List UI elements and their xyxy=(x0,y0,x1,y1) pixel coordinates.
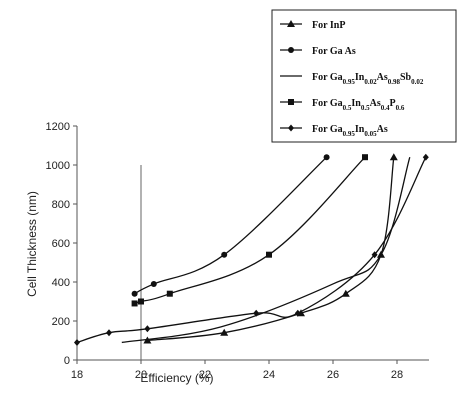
legend-label: For Ga As xyxy=(312,46,356,57)
x-tick-label: 22 xyxy=(199,369,211,381)
legend-label: For InP xyxy=(312,20,345,31)
series-line xyxy=(121,157,411,344)
legend-box xyxy=(271,9,457,143)
series-1 xyxy=(143,153,398,344)
y-tick-label: 200 xyxy=(52,316,70,328)
series-5 xyxy=(74,153,429,346)
data-point-circle xyxy=(131,290,138,297)
y-tick-label: 400 xyxy=(52,277,70,289)
y-tick-label: 1000 xyxy=(46,160,70,172)
x-axis-title: Efficiency (%) xyxy=(140,371,213,385)
data-point-square xyxy=(166,290,173,297)
series-4 xyxy=(131,154,368,307)
data-point-circle xyxy=(221,251,228,258)
x-tick-label: 24 xyxy=(263,369,275,381)
x-tick-label: 28 xyxy=(391,369,403,381)
y-axis-title: Cell Thickness (nm) xyxy=(25,191,39,297)
data-point-circle xyxy=(150,280,157,287)
series-2 xyxy=(131,154,330,297)
data-point-square xyxy=(131,300,138,307)
data-point-diamond xyxy=(253,309,260,317)
x-tick-label: 26 xyxy=(327,369,339,381)
data-point-diamond xyxy=(106,329,112,337)
data-point-diamond xyxy=(294,309,301,317)
x-tick-label: 20 xyxy=(135,369,147,381)
data-point-square xyxy=(266,251,272,258)
legend: For InP For Ga As For Ga0.95In0.02As0.98Sb… xyxy=(271,9,457,143)
axes: 0 200 400 600 800 1000 1200 18 20 22 24 26 28 xyxy=(46,121,429,381)
series-line xyxy=(147,157,395,342)
legend-swatch-marker xyxy=(288,47,294,53)
data-point-diamond xyxy=(371,251,378,259)
data-point-triangle xyxy=(389,153,398,161)
y-tick-label: 0 xyxy=(64,355,70,367)
legend-label: For Ga0.95In0.05As xyxy=(312,124,388,138)
series-line xyxy=(134,156,328,295)
data-point-diamond xyxy=(74,338,80,346)
data-point-diamond xyxy=(422,153,429,161)
series-line xyxy=(134,156,366,305)
data-point-diamond xyxy=(144,325,151,333)
data-point-square xyxy=(138,298,144,305)
series-3 xyxy=(121,157,411,344)
legend-label: For Ga0.5In0.5As0.4P0.6 xyxy=(312,98,405,112)
legend-label: For Ga0.95In0.02As0.98Sb0.02 xyxy=(312,72,424,86)
legend-swatch-marker xyxy=(287,20,295,27)
data-point-triangle xyxy=(341,289,350,297)
y-tick-label: 600 xyxy=(52,238,70,250)
data-point-triangle xyxy=(220,328,229,336)
data-point-circle xyxy=(323,154,330,161)
data-point-square xyxy=(362,154,368,161)
x-tick-label: 18 xyxy=(71,369,83,381)
series-line xyxy=(76,156,427,344)
legend-swatch-marker xyxy=(288,99,294,105)
y-tick-label: 800 xyxy=(52,199,70,211)
series-layer xyxy=(74,153,429,346)
legend-swatch-marker xyxy=(288,124,294,132)
y-tick-label: 1200 xyxy=(46,121,70,133)
